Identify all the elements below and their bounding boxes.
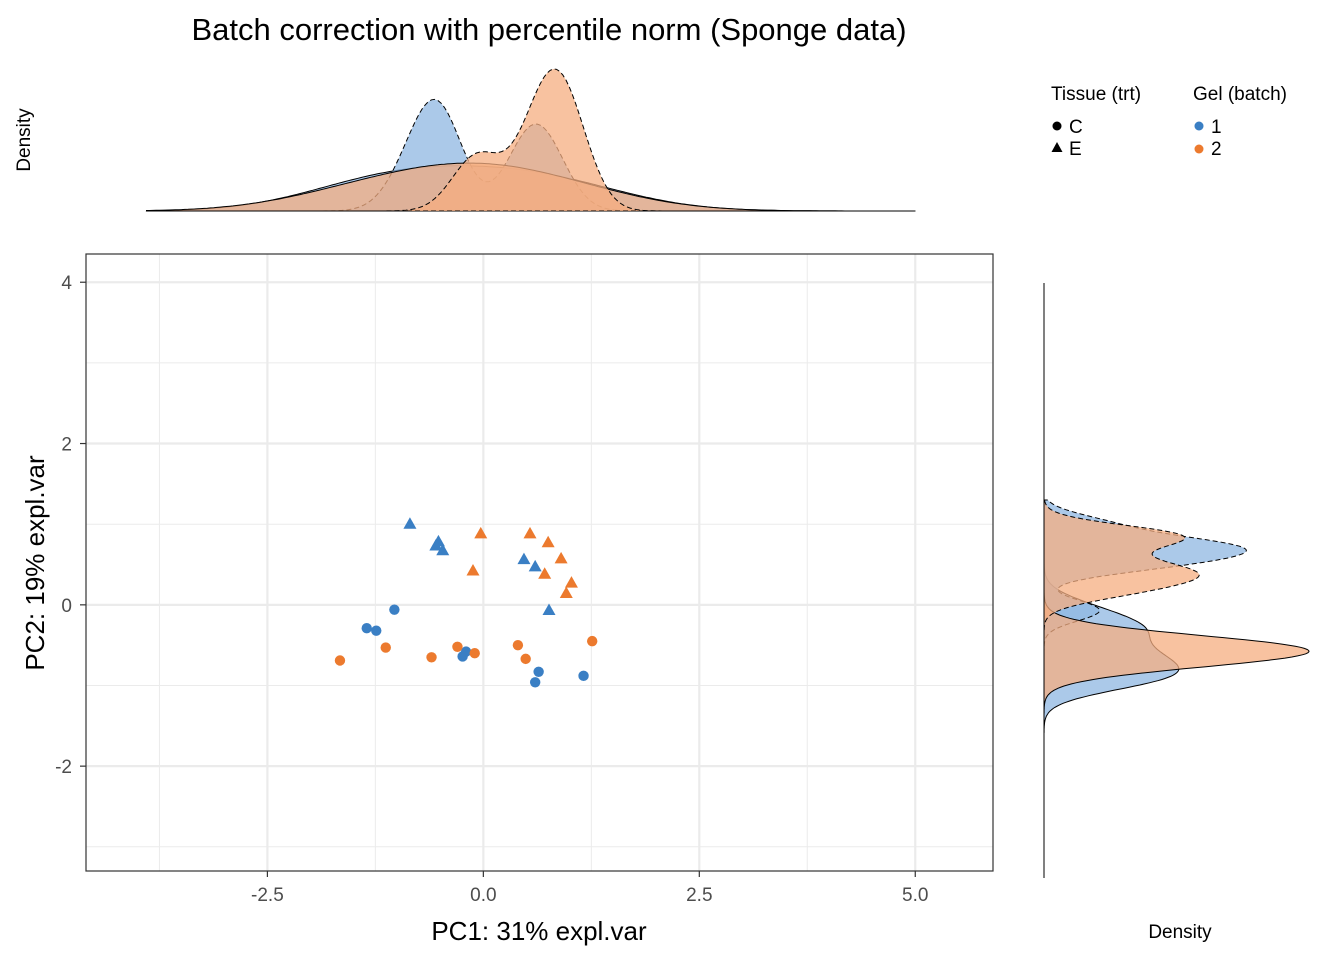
point-c-batch-2 xyxy=(426,652,437,663)
y-tick-label: 0 xyxy=(61,596,72,617)
legend-shape-item-e: E xyxy=(1069,139,1082,160)
point-c-batch-2 xyxy=(380,642,391,653)
point-c-batch-1 xyxy=(371,625,382,636)
right-density-xlabel: Density xyxy=(1148,922,1212,943)
point-e-batch-1 xyxy=(403,517,417,529)
point-c-batch-2 xyxy=(512,639,524,651)
legend-batch-2-marker xyxy=(1194,144,1204,154)
x-tick-label: -2.5 xyxy=(251,885,284,906)
point-e-batch-2 xyxy=(523,526,537,539)
legend-circle-marker xyxy=(1052,121,1062,131)
legend-shape-item-c: C xyxy=(1069,117,1083,138)
x-tick-label: 0.0 xyxy=(470,885,496,906)
point-c-batch-2 xyxy=(586,635,598,647)
point-e-batch-2 xyxy=(466,563,480,576)
legend-color-item-2: 2 xyxy=(1211,139,1222,160)
y-tick-label: 4 xyxy=(61,273,72,294)
x-tick-label: 2.5 xyxy=(686,885,712,906)
legend: Tissue (trt) C E Gel (batch) 1 2 xyxy=(1051,84,1287,160)
point-e-batch-2 xyxy=(559,586,573,599)
point-c-batch-2 xyxy=(452,641,463,652)
point-e-batch-1 xyxy=(517,552,531,565)
point-e-batch-1 xyxy=(528,559,542,572)
point-e-batch-2 xyxy=(564,576,578,588)
point-e-batch-1 xyxy=(429,538,443,551)
point-e-batch-2 xyxy=(474,526,488,539)
legend-color-item-1: 1 xyxy=(1211,117,1222,138)
point-e-batch-2 xyxy=(541,535,555,548)
point-c-batch-1 xyxy=(529,677,541,688)
point-c-batch-2 xyxy=(469,648,480,659)
point-c-batch-1 xyxy=(533,666,544,677)
legend-shape-title: Tissue (trt) xyxy=(1051,84,1141,105)
right-density-panel xyxy=(1043,283,1310,878)
grid-lines xyxy=(86,254,993,871)
y-tick-label: -2 xyxy=(55,757,72,778)
x-axis-label: PC1: 31% expl.var xyxy=(431,916,647,946)
y-axis-label: PC2: 19% expl.var xyxy=(20,455,50,671)
point-e-batch-2 xyxy=(554,551,568,564)
point-c-batch-1 xyxy=(389,604,400,615)
point-e-batch-2 xyxy=(538,567,552,579)
point-c-batch-1 xyxy=(457,651,468,662)
point-c-batch-2 xyxy=(334,655,346,666)
plot-panel-border xyxy=(85,253,994,872)
chart-title: Batch correction with percentile norm (S… xyxy=(191,12,906,47)
legend-batch-1-marker xyxy=(1194,121,1204,131)
legend-triangle-marker xyxy=(1051,142,1063,152)
legend-color-title: Gel (batch) xyxy=(1193,84,1287,105)
point-e-batch-1 xyxy=(542,603,556,615)
top-density-curve xyxy=(146,68,916,212)
plot-panel-background xyxy=(86,254,993,871)
point-c-batch-2 xyxy=(520,653,531,665)
scatter-points xyxy=(334,517,598,688)
x-tick-label: 5.0 xyxy=(902,885,928,906)
top-density-panel xyxy=(145,68,916,212)
point-c-batch-1 xyxy=(578,670,589,682)
point-c-batch-1 xyxy=(361,623,372,634)
point-e-batch-1 xyxy=(436,543,450,556)
y-tick-label: 2 xyxy=(61,435,72,456)
top-density-ylabel: Density xyxy=(14,108,35,172)
axis-ticks: -2.5 0.0 2.5 5.0 -2 0 2 4 xyxy=(55,273,928,906)
